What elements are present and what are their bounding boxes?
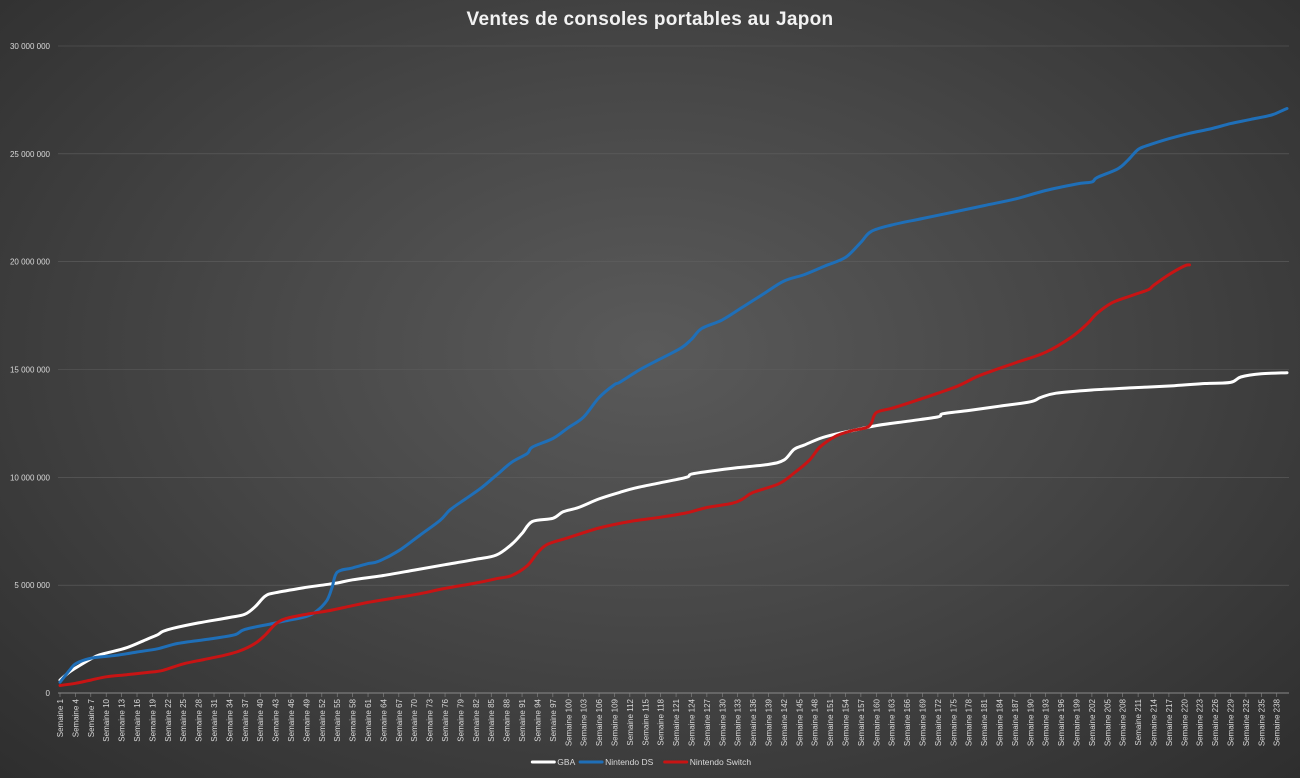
x-tick-label: Semaine 205 bbox=[1103, 698, 1112, 746]
x-tick-label: Semaine 127 bbox=[703, 698, 712, 746]
y-tick-label: 0 bbox=[46, 689, 51, 698]
legend-label: Nintendo DS bbox=[605, 757, 654, 767]
x-tick-label: Semaine 190 bbox=[1026, 698, 1035, 746]
x-tick-label: Semaine 154 bbox=[841, 698, 850, 746]
x-tick-label: Semaine 1 bbox=[56, 698, 65, 737]
x-tick-label: Semaine 100 bbox=[564, 698, 573, 746]
x-tick-label: Semaine 232 bbox=[1242, 698, 1251, 746]
y-tick-label: 15 000 000 bbox=[10, 366, 51, 375]
legend-item: GBA bbox=[530, 757, 576, 767]
x-tick-label: Semaine 169 bbox=[918, 698, 927, 746]
x-tick-label: Semaine 58 bbox=[349, 698, 358, 741]
legend-item: Nintendo Switch bbox=[663, 757, 752, 767]
x-tick-label: Semaine 67 bbox=[395, 698, 404, 741]
x-tick-label: Semaine 76 bbox=[441, 698, 450, 741]
x-tick-label: Semaine 46 bbox=[287, 698, 296, 741]
x-tick-label: Semaine 133 bbox=[734, 698, 743, 746]
x-tick-label: Semaine 211 bbox=[1134, 698, 1143, 745]
x-tick-label: Semaine 7 bbox=[87, 698, 96, 737]
x-tick-label: Semaine 178 bbox=[965, 698, 974, 746]
x-tick-label: Semaine 82 bbox=[472, 698, 481, 741]
x-tick-label: Semaine 64 bbox=[379, 698, 388, 741]
x-tick-label: Semaine 61 bbox=[364, 698, 373, 741]
x-tick-label: Semaine 208 bbox=[1119, 698, 1128, 746]
x-tick-label: Semaine 40 bbox=[256, 698, 265, 741]
x-tick-label: Semaine 160 bbox=[872, 698, 881, 746]
x-tick-label: Semaine 55 bbox=[333, 698, 342, 741]
series-line-gba bbox=[58, 371, 1289, 682]
x-tick-label: Semaine 25 bbox=[179, 698, 188, 741]
x-tick-label: Semaine 91 bbox=[518, 698, 527, 741]
y-tick-label: 30 000 000 bbox=[10, 42, 51, 51]
x-tick-label: Semaine 226 bbox=[1211, 698, 1220, 746]
x-tick-label: Semaine 4 bbox=[71, 698, 80, 737]
x-tick-label: Semaine 223 bbox=[1196, 698, 1205, 746]
x-tick-label: Semaine 172 bbox=[934, 698, 943, 746]
x-tick-label: Semaine 181 bbox=[980, 698, 989, 746]
x-tick-label: Semaine 115 bbox=[641, 698, 650, 745]
x-tick-label: Semaine 187 bbox=[1011, 698, 1020, 746]
x-tick-label: Semaine 199 bbox=[1073, 698, 1082, 746]
x-tick-label: Semaine 214 bbox=[1150, 698, 1159, 746]
x-tick-label: Semaine 238 bbox=[1273, 698, 1282, 746]
x-tick-label: Semaine 37 bbox=[241, 698, 250, 741]
y-tick-label: 25 000 000 bbox=[10, 150, 51, 159]
series-line-nintendo-switch bbox=[58, 263, 1191, 687]
legend-label: GBA bbox=[557, 757, 575, 767]
chart-title: Ventes de consoles portables au Japon bbox=[466, 9, 834, 30]
x-tick-label: Semaine 106 bbox=[595, 698, 604, 746]
x-tick-label: Semaine 142 bbox=[780, 698, 789, 746]
x-tick-label: Semaine 73 bbox=[426, 698, 435, 741]
x-tick-label: Semaine 175 bbox=[949, 698, 958, 746]
series-line-nintendo-ds bbox=[58, 107, 1289, 684]
x-tick-label: Semaine 16 bbox=[133, 698, 142, 741]
x-tick-label: Semaine 43 bbox=[272, 698, 281, 741]
x-tick-label: Semaine 157 bbox=[857, 698, 866, 746]
x-tick-label: Semaine 121 bbox=[672, 698, 681, 746]
x-tick-label: Semaine 85 bbox=[487, 698, 496, 741]
x-tick-label: Semaine 184 bbox=[996, 698, 1005, 746]
x-tick-label: Semaine 112 bbox=[626, 698, 635, 745]
x-tick-label: Semaine 13 bbox=[118, 698, 127, 741]
x-tick-label: Semaine 94 bbox=[533, 698, 542, 741]
x-tick-label: Semaine 28 bbox=[195, 698, 204, 741]
x-tick-label: Semaine 202 bbox=[1088, 698, 1097, 746]
x-tick-label: Semaine 34 bbox=[225, 698, 234, 741]
legend-item: Nintendo DS bbox=[578, 757, 654, 767]
y-tick-label: 20 000 000 bbox=[10, 258, 51, 267]
x-tick-label: Semaine 196 bbox=[1057, 698, 1066, 746]
x-tick-label: Semaine 79 bbox=[456, 698, 465, 741]
x-tick-label: Semaine 151 bbox=[826, 698, 835, 746]
x-tick-label: Semaine 145 bbox=[795, 698, 804, 746]
x-tick-label: Semaine 193 bbox=[1042, 698, 1051, 746]
x-tick-label: Semaine 88 bbox=[503, 698, 512, 741]
x-tick-label: Semaine 139 bbox=[764, 698, 773, 746]
x-tick-label: Semaine 130 bbox=[718, 698, 727, 746]
y-tick-label: 10 000 000 bbox=[10, 473, 51, 482]
x-tick-label: Semaine 229 bbox=[1227, 698, 1236, 746]
x-tick-label: Semaine 148 bbox=[811, 698, 820, 746]
x-tick-label: Semaine 109 bbox=[610, 698, 619, 746]
x-tick-label: Semaine 10 bbox=[102, 698, 111, 741]
x-tick-label: Semaine 49 bbox=[302, 698, 311, 741]
y-tick-label: 5 000 000 bbox=[14, 581, 50, 590]
x-tick-label: Semaine 220 bbox=[1180, 698, 1189, 746]
x-tick-label: Semaine 97 bbox=[549, 698, 558, 741]
legend-label: Nintendo Switch bbox=[690, 757, 752, 767]
x-tick-label: Semaine 103 bbox=[580, 698, 589, 746]
x-tick-label: Semaine 22 bbox=[164, 698, 173, 741]
x-tick-label: Semaine 166 bbox=[903, 698, 912, 746]
x-tick-label: Semaine 118 bbox=[657, 698, 666, 745]
x-tick-label: Semaine 70 bbox=[410, 698, 419, 741]
x-tick-label: Semaine 31 bbox=[210, 698, 219, 741]
x-tick-label: Semaine 124 bbox=[687, 698, 696, 746]
x-tick-label: Semaine 136 bbox=[749, 698, 758, 746]
x-tick-label: Semaine 19 bbox=[148, 698, 157, 741]
x-tick-label: Semaine 52 bbox=[318, 698, 327, 741]
x-tick-label: Semaine 217 bbox=[1165, 698, 1174, 746]
x-tick-label: Semaine 235 bbox=[1257, 698, 1266, 746]
x-tick-label: Semaine 163 bbox=[888, 698, 897, 746]
